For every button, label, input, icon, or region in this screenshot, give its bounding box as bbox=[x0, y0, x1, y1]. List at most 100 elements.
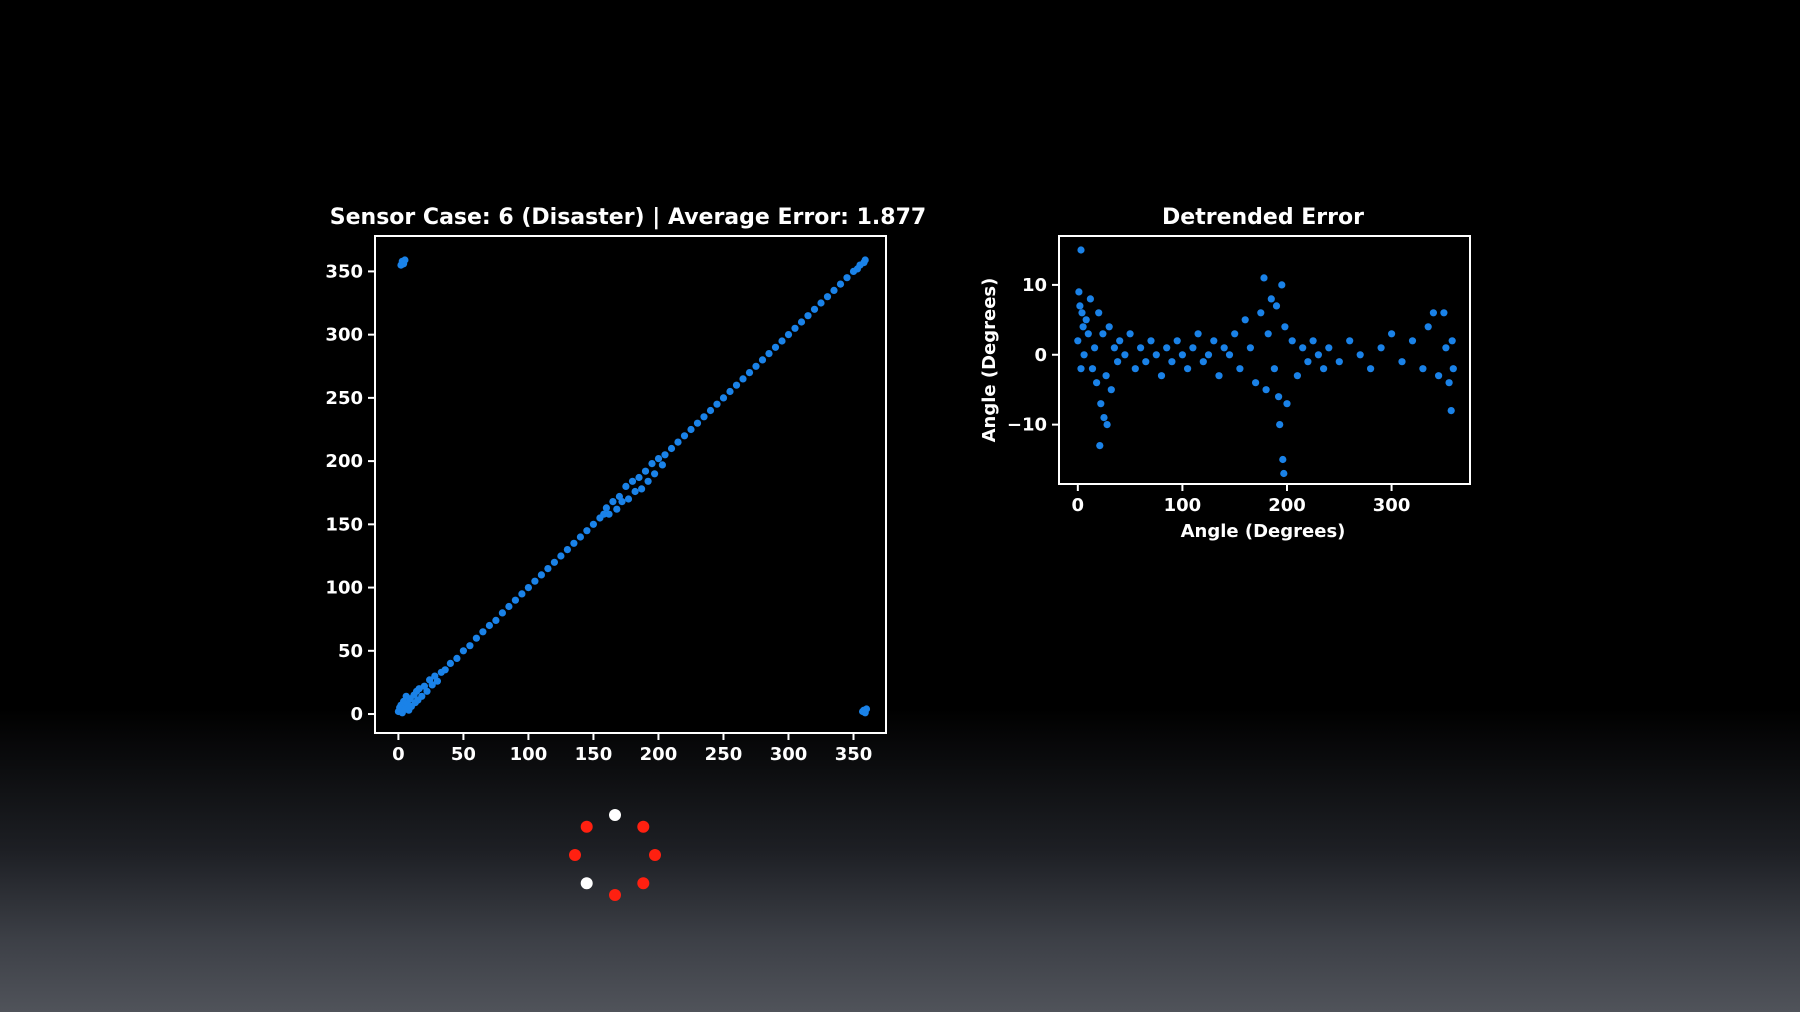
c2-point bbox=[1288, 337, 1296, 345]
c2-point bbox=[1314, 351, 1322, 359]
c2-point bbox=[1335, 358, 1343, 366]
c2-point bbox=[1367, 365, 1375, 373]
c1-point bbox=[544, 565, 552, 573]
c1-point bbox=[667, 444, 676, 453]
c1-point bbox=[433, 677, 441, 685]
c1-point bbox=[706, 406, 715, 415]
c1-point bbox=[644, 477, 652, 485]
c1-point bbox=[713, 400, 721, 408]
c1-point bbox=[589, 520, 598, 528]
c2-point bbox=[1086, 295, 1094, 303]
c2-point bbox=[1440, 309, 1448, 317]
spinner-dot bbox=[569, 849, 581, 861]
c1-point bbox=[401, 256, 409, 264]
c1-point bbox=[441, 666, 449, 674]
c2-point bbox=[1241, 316, 1249, 324]
c1-x-tick-label: 50 bbox=[451, 744, 476, 765]
c1-point bbox=[472, 634, 480, 642]
c2-point bbox=[1262, 386, 1270, 394]
chart-1-x-axis: 0 50 100 150 200 250 300 350 bbox=[392, 733, 872, 765]
c2-point bbox=[1079, 323, 1087, 331]
c2-point bbox=[1137, 344, 1145, 352]
c1-point bbox=[804, 312, 812, 320]
c2-point bbox=[1270, 365, 1278, 373]
c2-point bbox=[1252, 379, 1260, 387]
c1-point bbox=[817, 299, 825, 307]
c1-point bbox=[726, 387, 734, 396]
c2-point bbox=[1264, 330, 1272, 338]
c2-point bbox=[1449, 365, 1457, 373]
c2-point bbox=[1152, 351, 1160, 359]
c2-point bbox=[1231, 330, 1239, 338]
c1-point bbox=[661, 451, 669, 459]
c1-y-tick-label: 50 bbox=[338, 641, 363, 662]
c1-point bbox=[613, 505, 621, 513]
c2-point bbox=[1246, 344, 1254, 352]
c2-point bbox=[1283, 400, 1291, 408]
c1-point bbox=[428, 681, 436, 689]
c1-point bbox=[466, 642, 474, 650]
chart-2-points bbox=[1074, 246, 1457, 478]
c2-point bbox=[1096, 442, 1104, 450]
loading-spinner-icon bbox=[569, 809, 661, 901]
c2-point bbox=[1178, 351, 1186, 359]
c1-point bbox=[778, 337, 786, 345]
c2-point bbox=[1076, 302, 1084, 310]
c1-point bbox=[618, 498, 626, 506]
c1-y-tick-label: 300 bbox=[325, 325, 363, 346]
c1-point bbox=[485, 621, 493, 630]
c1-point bbox=[797, 318, 806, 326]
c1-point bbox=[700, 413, 708, 421]
c1-y-tick-label: 200 bbox=[325, 451, 363, 472]
c1-x-tick-label: 100 bbox=[510, 744, 548, 765]
c1-point bbox=[511, 596, 519, 604]
c2-point bbox=[1275, 393, 1283, 401]
c1-point bbox=[423, 687, 431, 695]
c1-point bbox=[583, 527, 591, 535]
c2-point bbox=[1280, 469, 1288, 478]
c2-point bbox=[1097, 400, 1105, 408]
c1-x-tick-label: 0 bbox=[392, 744, 405, 765]
c1-point bbox=[498, 609, 506, 617]
c2-point bbox=[1388, 330, 1396, 338]
c1-point bbox=[537, 571, 546, 579]
c1-point bbox=[752, 362, 760, 370]
c2-point bbox=[1194, 330, 1202, 338]
c2-point bbox=[1447, 407, 1455, 415]
c2-point bbox=[1077, 246, 1085, 254]
c1-point bbox=[651, 470, 659, 478]
c1-y-tick-label: 250 bbox=[325, 388, 363, 409]
c2-point bbox=[1078, 309, 1086, 317]
c2-y-tick-label: 0 bbox=[1034, 345, 1047, 366]
c1-point bbox=[830, 286, 838, 294]
c2-point bbox=[1102, 372, 1110, 380]
c2-point bbox=[1377, 344, 1385, 352]
c2-point bbox=[1147, 337, 1155, 345]
c1-point bbox=[635, 473, 643, 482]
c2-point bbox=[1131, 365, 1139, 373]
c2-point bbox=[1325, 344, 1333, 352]
sensor-case-chart: Sensor Case: 6 (Disaster) | Average Erro… bbox=[325, 205, 926, 765]
c2-point bbox=[1299, 344, 1307, 352]
c2-x-tick-label: 0 bbox=[1072, 495, 1085, 516]
c1-point bbox=[631, 487, 639, 496]
c2-point bbox=[1424, 323, 1432, 331]
c2-point bbox=[1419, 365, 1427, 373]
chart-1-plot-area bbox=[374, 235, 887, 734]
c2-point bbox=[1157, 372, 1166, 380]
c1-point bbox=[771, 343, 780, 351]
chart-2-y-axis-label: Angle (Degrees) bbox=[979, 278, 1000, 443]
c1-point bbox=[862, 705, 871, 713]
c1-point bbox=[418, 692, 426, 700]
spinner-dot bbox=[609, 889, 621, 901]
c2-point bbox=[1408, 337, 1417, 345]
c2-point bbox=[1281, 323, 1289, 331]
c1-point bbox=[518, 590, 526, 598]
c1-point bbox=[648, 460, 656, 468]
c1-point bbox=[622, 482, 630, 490]
c2-point bbox=[1435, 372, 1443, 380]
c2-point bbox=[1445, 379, 1453, 387]
c1-x-tick-label: 200 bbox=[640, 744, 678, 765]
c2-point bbox=[1095, 309, 1103, 317]
c1-point bbox=[531, 577, 539, 585]
